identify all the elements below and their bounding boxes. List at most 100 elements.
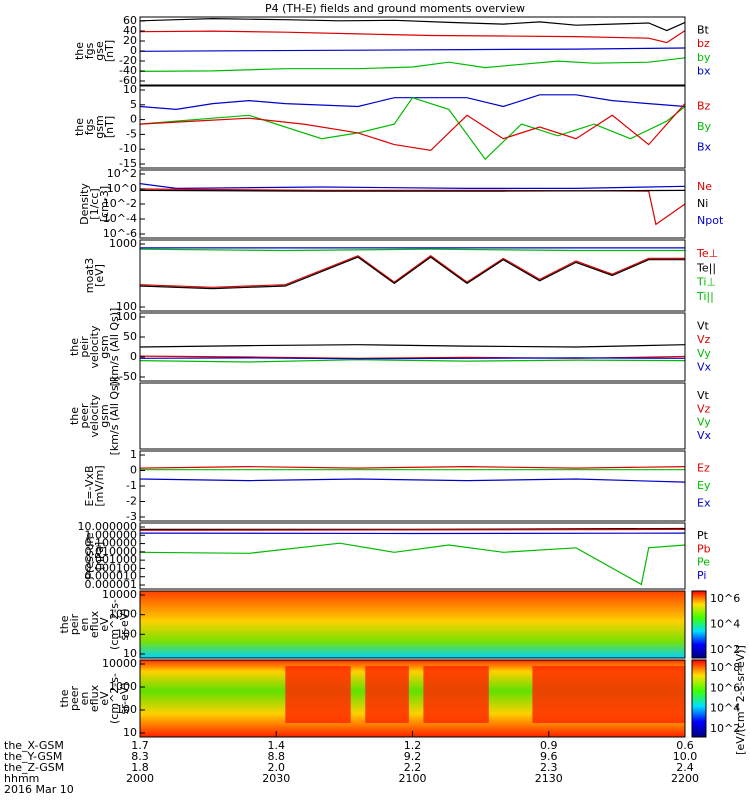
legend-ni: Ni (697, 197, 708, 210)
y-tick-label: -40 (119, 64, 137, 77)
y-label-line: the (58, 615, 71, 633)
y-label-line: gsm (98, 404, 111, 427)
colorbar-tick-label: 10^2 (710, 643, 740, 656)
series-by-line (139, 96, 686, 161)
legend-ti: Ti|| (696, 290, 714, 303)
y-label-line: Density (78, 183, 91, 225)
x-row-value: 9.6 (540, 750, 558, 763)
x-row-label: the_Z-GSM (4, 761, 64, 774)
y-label-line: fgs (83, 42, 96, 59)
y-label-line: moat3 (83, 258, 96, 294)
y-tick-label: -15 (119, 157, 137, 170)
y-tick-label: 100 (116, 627, 137, 640)
spectrogram-block-1 (285, 666, 351, 723)
x-row-value: 2000 (126, 772, 154, 785)
colorbar-tick-label: 10^2 (710, 722, 740, 735)
y-tick-label: 1 (130, 448, 137, 461)
panel-3: 10^2 10^0 10^-2 10^-4 10^-6 Density[1/cc][cm-… (78, 167, 724, 240)
x-row-value: 1.7 (131, 739, 149, 752)
date-label: 2016 Mar 10 (4, 783, 74, 796)
y-tick-label: -3 (126, 510, 137, 523)
y-tick-label: 10^-6 (103, 227, 137, 240)
y-tick-label: 0 (130, 113, 137, 126)
legend-bx: bx (697, 64, 711, 77)
series-by-line (139, 57, 686, 72)
y-label-line: (cm^2-s- (108, 599, 121, 650)
x-row-value: 1.8 (131, 761, 149, 774)
x-row-value: 2.3 (540, 761, 558, 774)
spectrogram-block-4 (532, 666, 685, 723)
y-label-line: [1/cc] (88, 188, 101, 219)
legend-bx: Bx (697, 141, 712, 154)
x-row-label: the_X-GSM (4, 739, 64, 752)
y-tick-label: 10 (123, 726, 137, 739)
x-row-value: 2130 (535, 772, 563, 785)
y-label-line: sr-eV) (118, 608, 131, 640)
series-bz-line (139, 103, 686, 152)
colorbar-tick-label: 10^4 (710, 618, 740, 631)
spectrogram-block-3 (423, 666, 489, 723)
y-tick-label: 10000 (102, 588, 137, 601)
y-tick-label: 0.001000 (85, 553, 138, 566)
y-tick-label: 20 (123, 34, 137, 47)
series-vt-line (139, 344, 686, 348)
y-label-line: peer (68, 686, 81, 712)
y-tick-label: -1 (126, 479, 137, 492)
y-label-line: the (73, 42, 86, 60)
legend-ne: Ne (697, 180, 712, 193)
colorbar-tick-label: 10^6 (710, 592, 740, 605)
y-tick-label: 5 (130, 98, 137, 111)
y-label-line: eV (98, 691, 111, 706)
y-tick-label: 0.010000 (85, 545, 138, 558)
x-row-value: 10.0 (673, 750, 698, 763)
legend-vz: Vz (697, 402, 711, 415)
y-tick-label: -2 (126, 495, 137, 508)
y-tick-label: 10^0 (107, 182, 137, 195)
legend-te: Te⊥ (696, 247, 718, 260)
spectrogram-9 (140, 591, 685, 658)
y-label-line: [nT] (103, 40, 116, 62)
y-label-line: (cm^2-s- (108, 673, 121, 724)
y-axis-label: moat3[eV] (83, 258, 106, 294)
legend-vt: Vt (697, 320, 710, 333)
y-tick-label: 60 (123, 14, 137, 27)
series-vx-line (139, 357, 686, 360)
y-label-line: en (78, 692, 91, 706)
y-tick-label: 0.000001 (85, 578, 138, 591)
colorbar-label: [eV/(cm^2-s-sr-eV)] (734, 645, 747, 755)
y-label-line: the (73, 118, 86, 136)
x-row-value: 0.9 (540, 739, 558, 752)
series-npot-line (139, 183, 686, 190)
panel-frame-9 (139, 590, 686, 659)
x-row-value: 2200 (671, 772, 699, 785)
y-tick-label: -50 (119, 370, 137, 383)
x-row-value: 8.3 (131, 750, 149, 763)
y-label-line: the (68, 338, 81, 356)
panel-9: 10000100010010thepeirenefluxeV(cm^2-s-sr… (58, 588, 740, 660)
series-vy-line (139, 359, 686, 363)
chart-title: P4 (TH-E) fields and ground moments over… (265, 2, 525, 15)
y-tick-label: 100 (116, 703, 137, 716)
y-label-line: eflux (88, 610, 101, 638)
y-tick-label: 0 (130, 44, 137, 57)
panel-frame-4 (139, 239, 686, 312)
panel-frame-8 (139, 522, 686, 590)
y-axis-label: Density[1/cc][cm-3] (78, 183, 111, 225)
legend-pt: Pt (697, 529, 709, 542)
x-row-value: 1.4 (268, 739, 286, 752)
y-tick-label: 10 (123, 647, 137, 660)
legend-te: Te|| (696, 261, 716, 274)
panel-frame-6 (139, 382, 686, 450)
series-ez-line (139, 465, 686, 469)
y-tick-label: -5 (126, 127, 137, 140)
x-row-value: 2100 (399, 772, 427, 785)
y-label-line: en (78, 618, 91, 632)
y-label-line: gsm (93, 115, 106, 138)
panel-4: 1000 100 moat3[eV] Te⊥Te|| Ti⊥Ti|| (83, 237, 718, 313)
legend-ez: Ez (697, 462, 710, 475)
